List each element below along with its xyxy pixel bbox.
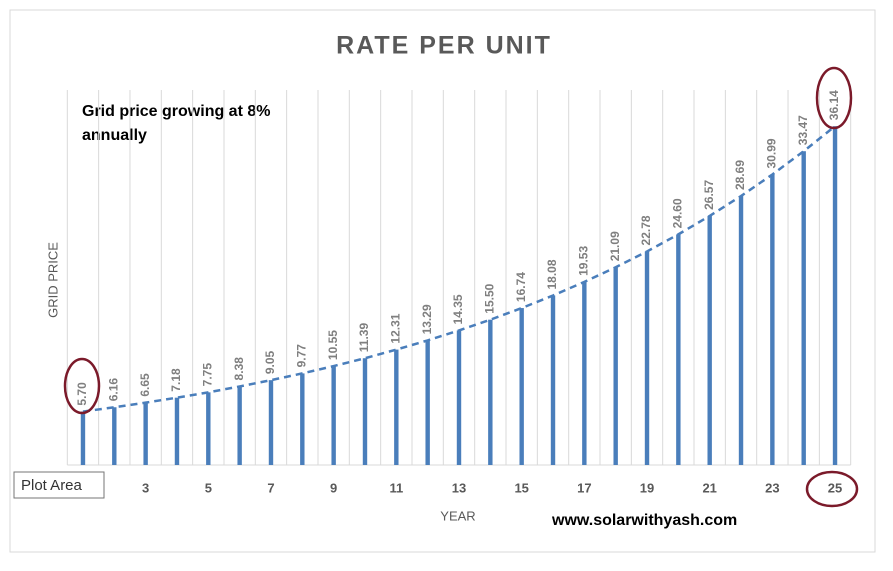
bar [237,386,242,465]
data-label: 13.29 [420,304,434,334]
bar [738,196,744,465]
data-label: 18.08 [545,259,559,289]
bar [676,234,681,465]
highlight-circle [805,470,859,508]
bar [801,151,806,465]
bar [644,251,650,465]
annotation-line: Grid price growing at 8% [82,103,270,120]
bar [425,340,430,465]
tooltip [13,471,105,499]
y-axis-label: GRID PRICE [45,242,60,318]
chart-title: RATE PER UNIT [336,32,552,60]
highlight-circle [63,357,101,415]
x-tick-label: 21 [702,480,716,495]
data-label: 10.55 [326,330,340,360]
x-tick-label: 11 [389,480,403,495]
data-label: 36.14 [827,90,841,120]
data-label: 33.47 [796,115,810,145]
highlight-circle [815,66,853,130]
data-label: 19.53 [577,246,591,276]
x-tick-label: 7 [267,480,274,495]
data-label: 24.60 [671,198,685,228]
data-label: 22.78 [639,215,653,245]
bar [300,373,305,465]
bar [268,380,274,465]
data-label: 28.69 [733,160,747,190]
x-tick-label: 23 [765,480,779,495]
data-label: 16.74 [514,272,528,302]
plot-area: 5.70 6.16 3 6.65 7.18 5 7.75 8.38 7 9.05 9.77 9 10.5… [66,90,852,495]
annotation-line: annually [82,127,147,144]
x-tick-label: 15 [514,480,528,495]
bar [613,267,618,465]
bar [331,366,336,465]
data-label: 7.75 [200,363,214,387]
x-tick-label: 13 [452,480,466,495]
data-label: 14.35 [451,294,465,324]
bar [206,392,211,465]
data-label: 15.50 [483,283,497,313]
bar [362,358,368,465]
x-tick-label: 17 [577,480,591,495]
bar [456,330,462,465]
bar [770,174,775,465]
x-tick-label: 19 [640,480,654,495]
data-label: 9.05 [263,350,277,374]
bar [174,397,180,465]
data-label: 6.65 [138,373,152,397]
x-tick-label: 25 [828,480,842,495]
bar [550,295,556,465]
bar [394,349,399,465]
data-label: 12.31 [388,313,402,343]
trendline [82,125,836,413]
data-label: 11.39 [357,323,371,353]
bar [832,126,838,465]
x-tick-label: 9 [330,480,337,495]
x-axis-label: YEAR [440,508,475,523]
bar [143,402,148,465]
data-label: 5.70 [75,382,89,406]
bar [80,411,86,465]
bar [488,319,493,465]
data-label: 30.99 [765,138,779,168]
tooltip-text: Plot Area [21,477,83,494]
data-label: 8.38 [232,357,246,381]
bar [112,407,117,465]
data-label: 26.57 [702,180,716,210]
bar [707,215,712,465]
bar [582,281,587,465]
data-label: 6.16 [106,378,120,402]
chart-frame [9,9,876,553]
data-label: 9.77 [294,344,308,368]
data-label: 7.18 [169,368,183,392]
data-label: 21.09 [608,231,622,261]
watermark: www.solarwithyash.com [551,512,737,529]
x-tick-label: 3 [142,480,149,495]
x-tick-label: 5 [205,480,212,495]
bar [519,308,524,465]
